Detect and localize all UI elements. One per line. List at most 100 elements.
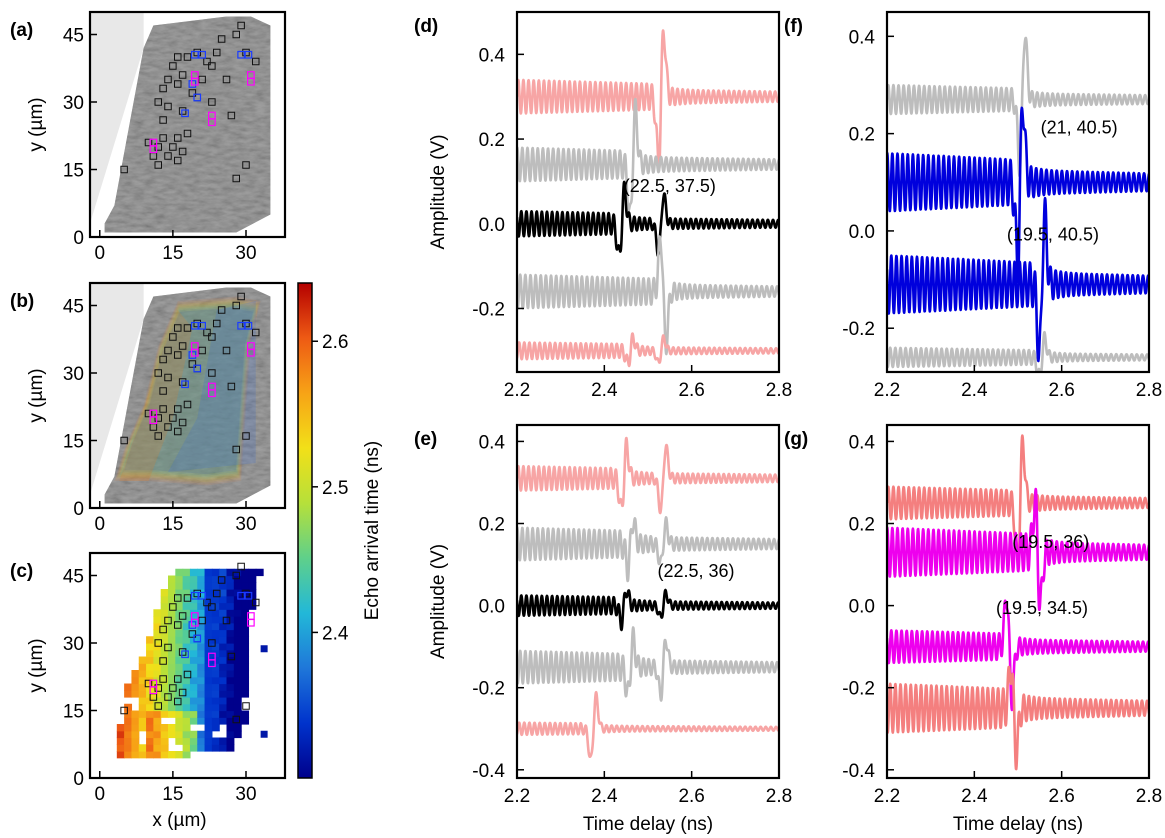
map-cell (175, 622, 184, 631)
map-cell (138, 663, 147, 671)
marker-black (208, 333, 216, 341)
trace-panel-f: -0.2 0.0 0.2 0.4 2.2 2.4 2.6 2.8 (21, 40.5) (19.5… (784, 10, 1162, 401)
map-cell (226, 636, 235, 644)
map-cell (124, 690, 133, 698)
marker-black (237, 21, 245, 30)
map-cell (241, 616, 250, 624)
map-cell (233, 582, 242, 590)
map-cell (153, 710, 162, 718)
marker-blue (198, 321, 206, 330)
panel-label: (e) (414, 429, 437, 450)
marker-black (169, 143, 177, 151)
map-cell (168, 663, 176, 671)
colorbar-tick-label: 2.6 (322, 332, 348, 353)
map-plot-area (116, 562, 268, 759)
trace-line-4 (517, 235, 779, 356)
trace-line-3 (517, 588, 779, 632)
trace-frame (515, 423, 781, 780)
ytick-label: 15 (63, 432, 84, 453)
map-cell (260, 730, 268, 738)
ytick-label: -0.2 (472, 299, 505, 320)
marker-blue (237, 591, 245, 600)
marker-black (169, 62, 177, 70)
map-cell (160, 670, 169, 678)
map-cell (197, 602, 206, 610)
map-cell (175, 683, 184, 691)
map-cell (116, 744, 125, 752)
ytick-label: 0.2 (849, 125, 875, 146)
map-cell (182, 683, 191, 691)
marker-black (193, 319, 201, 328)
panel-label: (b) (10, 291, 34, 312)
map-cell (189, 703, 198, 712)
map-cell (219, 609, 228, 617)
sample-texture (104, 287, 271, 504)
map-cell (182, 622, 191, 631)
map-cell (168, 751, 176, 759)
map-cell (160, 595, 169, 604)
marker-blue (181, 109, 189, 118)
map-cell (248, 582, 257, 590)
map-cell (189, 629, 198, 637)
map-cell (189, 656, 198, 664)
marker-black (198, 75, 206, 84)
map-cell (211, 575, 220, 583)
map-cell (211, 629, 220, 637)
marker-magenta (149, 145, 158, 154)
trace-line-3 (887, 599, 1149, 712)
map-cell (211, 710, 220, 718)
map-panel-b: 0 15 30 45 0 15 30 y (µm) (b) (10, 281, 287, 535)
trace-line-4 (887, 330, 1149, 372)
map-cell (204, 670, 213, 678)
map-cell (226, 737, 235, 745)
marker-black (169, 333, 177, 341)
marker-black (178, 688, 187, 697)
map-cell (189, 730, 198, 739)
map-cell (197, 629, 206, 637)
map-cell (131, 670, 140, 678)
map-cell (175, 676, 184, 685)
marker-black (174, 675, 182, 683)
map-cell (226, 602, 235, 610)
marker-black (164, 616, 172, 625)
marker-black (174, 80, 182, 88)
map-cell (153, 609, 162, 617)
map-cell (241, 568, 250, 577)
map-cell (175, 730, 184, 739)
map-cell (168, 724, 176, 732)
marker-black (242, 589, 250, 598)
marker-magenta (208, 389, 216, 398)
marker-black (183, 400, 192, 409)
marker-black (208, 639, 216, 647)
marker-black (178, 648, 187, 656)
map-cell (175, 636, 184, 644)
marker-black (237, 562, 245, 571)
panel-label: (f) (784, 16, 803, 37)
map-cell (153, 649, 162, 658)
marker-black (252, 57, 260, 66)
map-cell (211, 643, 220, 651)
map-cell (182, 643, 191, 651)
map-cell (241, 676, 250, 685)
marker-black (183, 594, 192, 602)
marker-black (183, 129, 192, 138)
ytick-label: -0.2 (842, 679, 875, 700)
substrate-region (90, 283, 144, 495)
map-cell (131, 751, 140, 759)
map-cell (175, 710, 184, 718)
map-panel-a: 0 15 30 45 0 15 30 y (µm) (a) (10, 10, 287, 264)
map-cell (219, 656, 228, 664)
marker-black (164, 75, 172, 84)
map-cell (160, 649, 169, 658)
map-cell (211, 663, 220, 671)
xtick-label: 15 (162, 784, 183, 805)
y-axis-label: Amplitude (V) (428, 544, 449, 659)
trace-line-1 (517, 29, 779, 171)
map-cell (211, 724, 220, 732)
map-cell (146, 737, 154, 745)
marker-black (203, 57, 211, 66)
marker-blue (181, 380, 189, 389)
map-cell (160, 676, 169, 685)
map-cell (124, 703, 133, 712)
xtick-label: 2.2 (874, 380, 900, 401)
